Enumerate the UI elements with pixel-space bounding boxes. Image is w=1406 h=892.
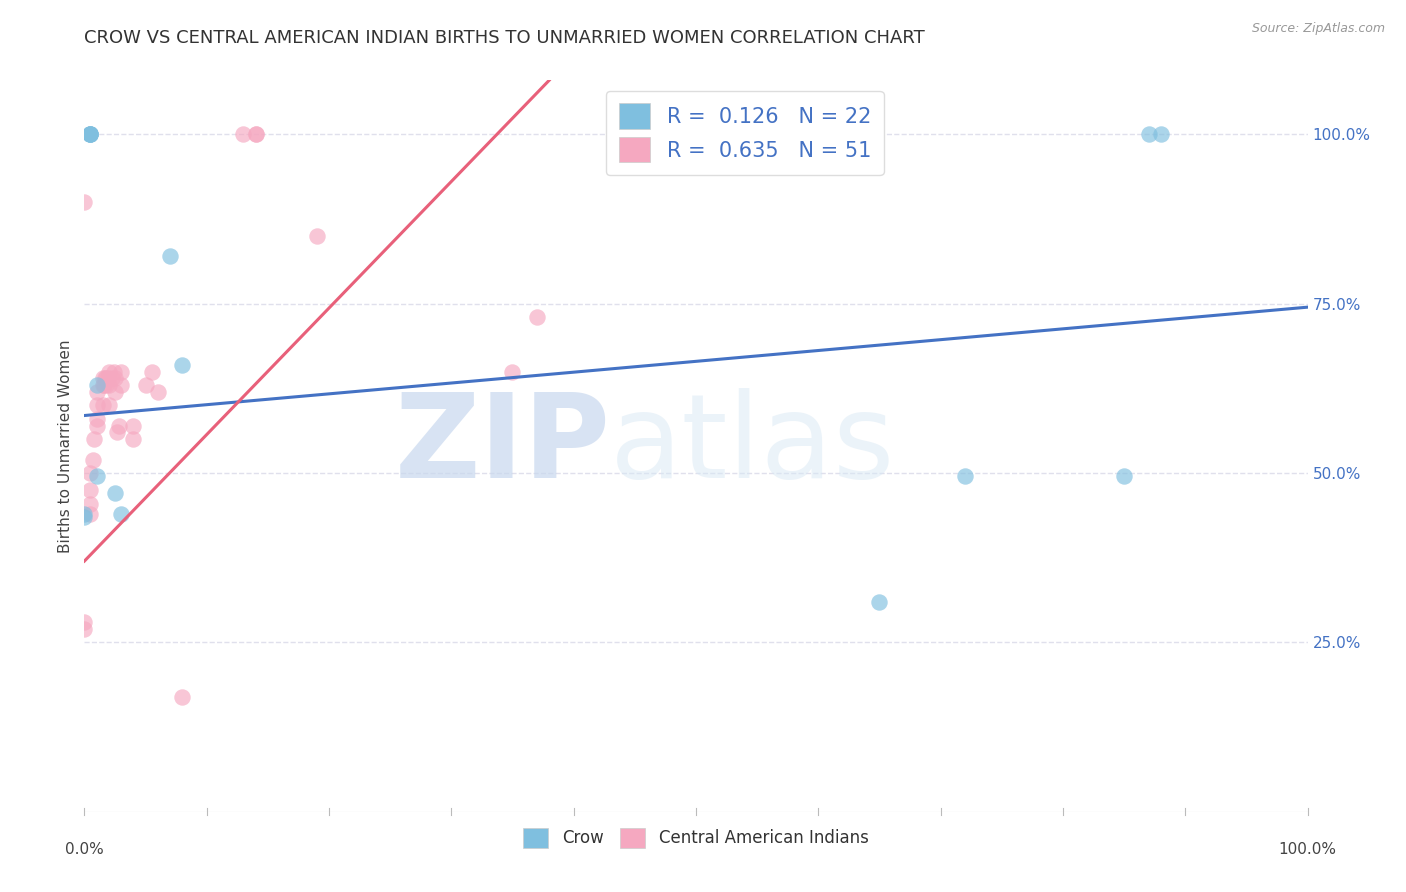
Point bbox=[83, 432, 105, 446]
Point bbox=[245, 128, 267, 142]
Text: ZIP: ZIP bbox=[394, 389, 610, 503]
Point bbox=[104, 371, 127, 385]
Point bbox=[107, 418, 129, 433]
Point bbox=[86, 398, 108, 412]
Point bbox=[79, 497, 101, 511]
Text: Source: ZipAtlas.com: Source: ZipAtlas.com bbox=[1251, 22, 1385, 36]
Point bbox=[73, 510, 96, 524]
Point bbox=[135, 378, 157, 392]
Text: atlas: atlas bbox=[610, 389, 896, 503]
Point bbox=[73, 507, 96, 521]
Point bbox=[79, 128, 101, 142]
Point bbox=[172, 358, 194, 372]
Point bbox=[104, 486, 127, 500]
Point bbox=[1114, 469, 1136, 483]
Point bbox=[79, 128, 101, 142]
Point bbox=[91, 378, 114, 392]
Point bbox=[94, 371, 117, 385]
Point bbox=[110, 364, 132, 378]
Point bbox=[232, 128, 254, 142]
Point bbox=[96, 378, 118, 392]
Text: 0.0%: 0.0% bbox=[65, 842, 104, 857]
Point bbox=[141, 364, 163, 378]
Point bbox=[146, 384, 169, 399]
Text: 100.0%: 100.0% bbox=[1278, 842, 1337, 857]
Point bbox=[101, 371, 124, 385]
Point bbox=[73, 195, 96, 210]
Point bbox=[93, 378, 115, 392]
Point bbox=[1150, 128, 1173, 142]
Point bbox=[96, 371, 118, 385]
Point bbox=[953, 469, 976, 483]
Point bbox=[97, 398, 120, 412]
Legend: Crow, Central American Indians: Crow, Central American Indians bbox=[517, 821, 875, 855]
Point bbox=[1137, 128, 1160, 142]
Point bbox=[526, 310, 548, 325]
Point bbox=[97, 364, 120, 378]
Point bbox=[73, 622, 96, 636]
Point bbox=[86, 378, 108, 392]
Point bbox=[82, 452, 104, 467]
Point bbox=[103, 364, 125, 378]
Point bbox=[86, 412, 108, 426]
Point bbox=[97, 371, 120, 385]
Point bbox=[172, 690, 194, 704]
Point bbox=[79, 128, 101, 142]
Point bbox=[91, 398, 114, 412]
Point bbox=[91, 371, 114, 385]
Point bbox=[122, 418, 145, 433]
Point bbox=[79, 128, 101, 142]
Point bbox=[305, 229, 328, 244]
Point bbox=[97, 378, 120, 392]
Point bbox=[122, 432, 145, 446]
Point bbox=[869, 595, 891, 609]
Point bbox=[86, 469, 108, 483]
Point bbox=[86, 384, 108, 399]
Point bbox=[79, 483, 101, 497]
Point bbox=[245, 128, 267, 142]
Point bbox=[86, 418, 108, 433]
Point bbox=[79, 128, 101, 142]
Point bbox=[110, 507, 132, 521]
Point bbox=[502, 364, 524, 378]
Point bbox=[79, 466, 101, 480]
Point bbox=[79, 507, 101, 521]
Y-axis label: Births to Unmarried Women: Births to Unmarried Women bbox=[58, 339, 73, 553]
Point bbox=[73, 615, 96, 629]
Point bbox=[159, 249, 181, 263]
Point bbox=[105, 425, 128, 440]
Point bbox=[110, 378, 132, 392]
Text: CROW VS CENTRAL AMERICAN INDIAN BIRTHS TO UNMARRIED WOMEN CORRELATION CHART: CROW VS CENTRAL AMERICAN INDIAN BIRTHS T… bbox=[84, 29, 925, 47]
Point bbox=[104, 384, 127, 399]
